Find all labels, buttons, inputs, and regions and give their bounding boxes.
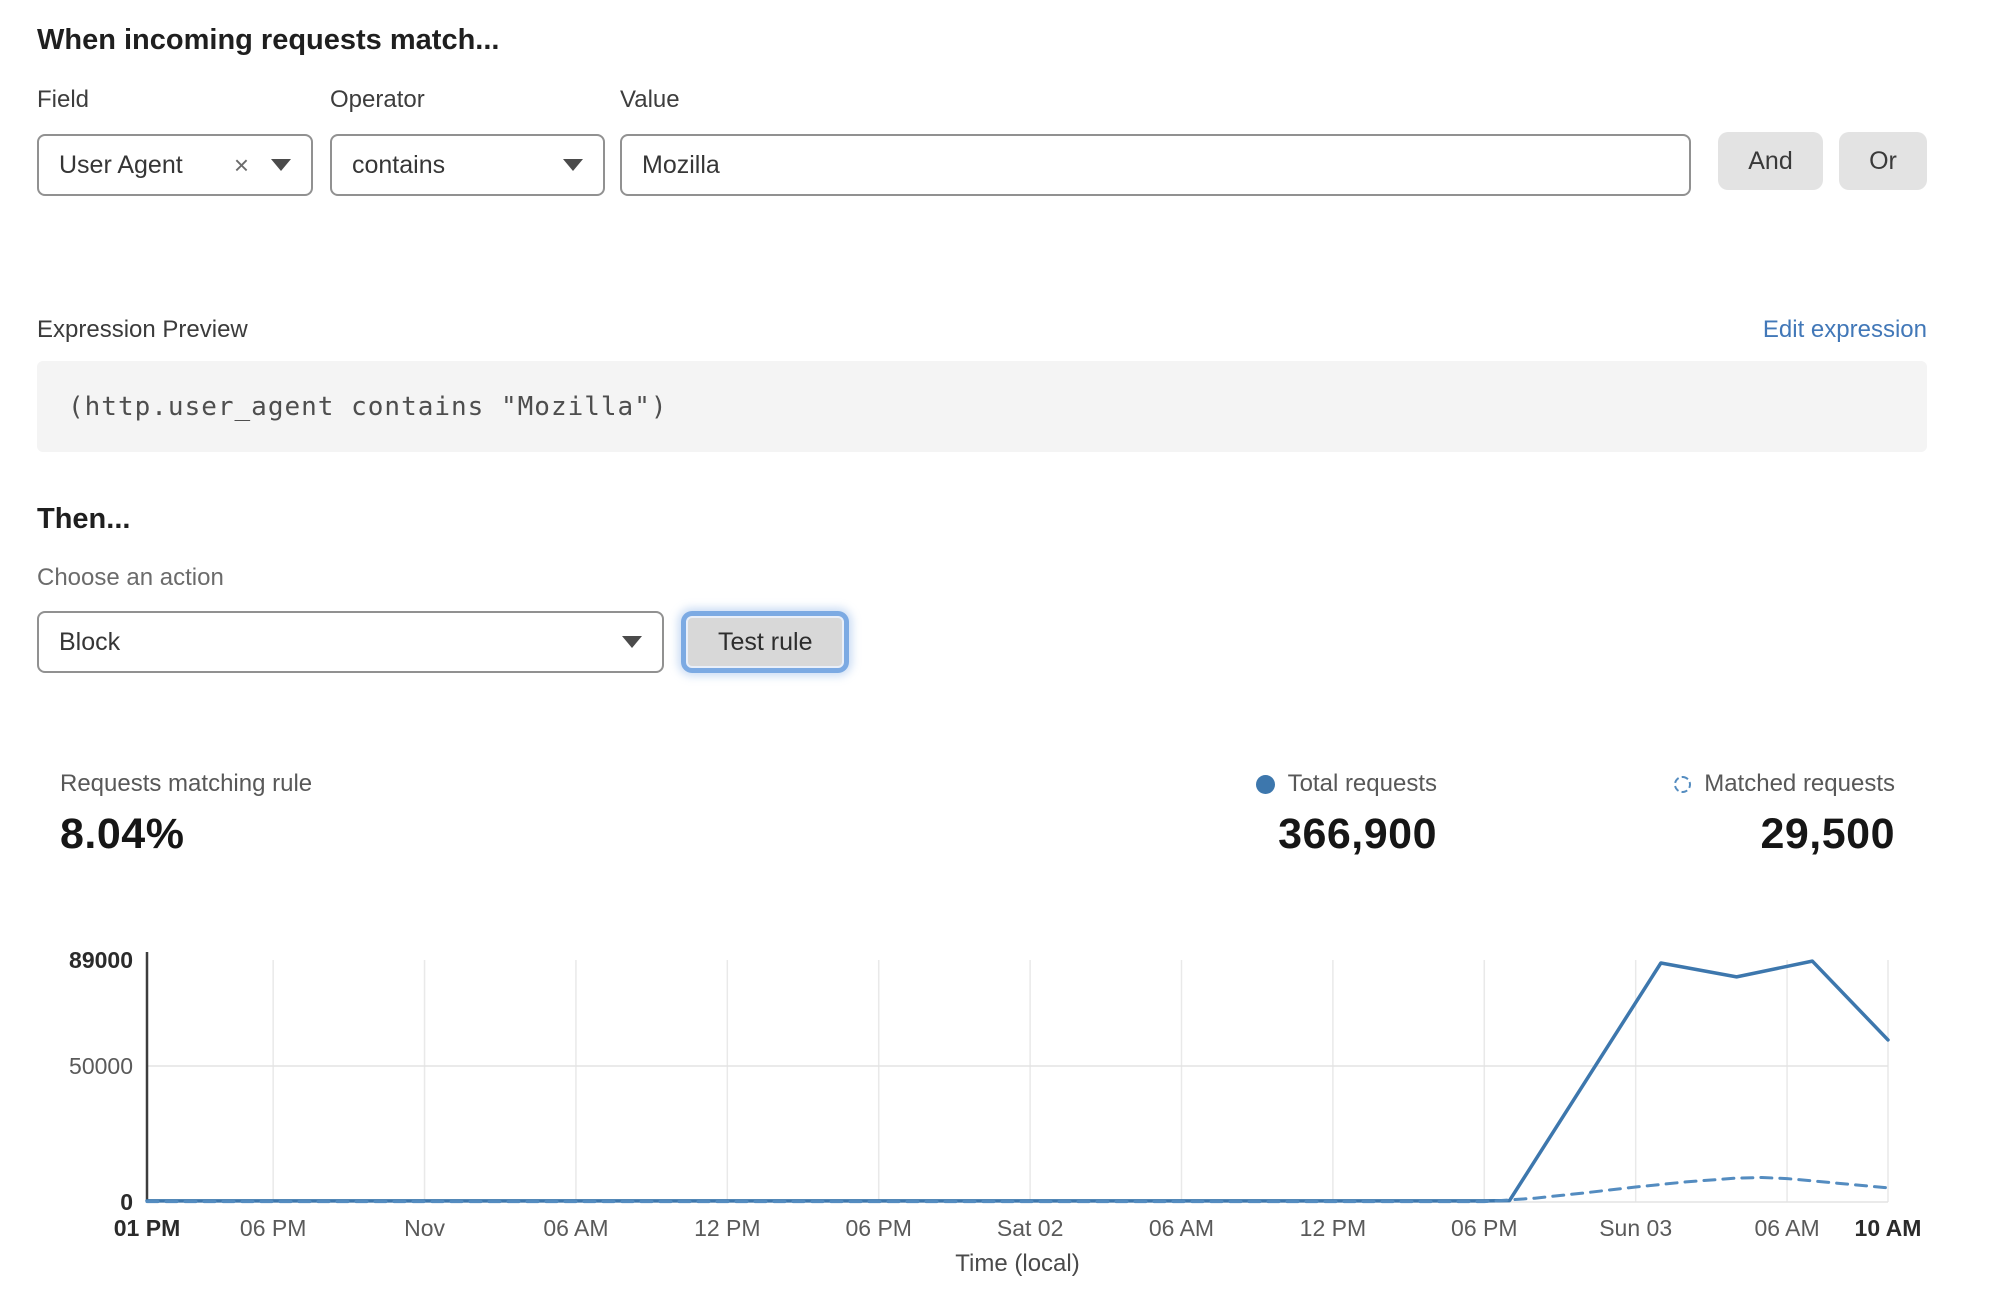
then-title: Then...: [37, 503, 131, 535]
x-tick-label: 12 PM: [1300, 1215, 1366, 1241]
x-tick-label: Sun 03: [1599, 1215, 1672, 1241]
operator-select-value: contains: [352, 150, 446, 179]
x-tick-label: 01 PM: [114, 1215, 180, 1241]
stat-matched-requests: Matched requests 29,500: [1674, 770, 1895, 859]
action-select-value: Block: [59, 627, 121, 656]
total-requests-line: [145, 959, 1890, 1203]
expression-code: (http.user_agent contains "Mozilla"): [68, 391, 668, 422]
value-label: Value: [620, 86, 680, 113]
y-tick-label: 89000: [69, 947, 133, 973]
action-select[interactable]: Block: [37, 611, 664, 673]
requests-matching-value: 8.04%: [60, 810, 185, 858]
stat-total-requests: Total requests 366,900: [1255, 770, 1437, 859]
x-axis-title: Time (local): [955, 1250, 1079, 1277]
x-tick-label: 06 AM: [1754, 1215, 1819, 1241]
x-tick-label: 06 AM: [543, 1215, 608, 1241]
value-group: Value: [620, 86, 1691, 196]
expression-header: Expression Preview Edit expression: [37, 316, 1927, 344]
matched-requests-label: Matched requests: [1704, 770, 1895, 797]
test-rule-button[interactable]: Test rule: [686, 616, 845, 668]
operator-group: Operator contains: [330, 86, 605, 196]
requests-line-chart: 0 50000 89000 01 PM 06 PM Nov 06 AM 12 PM 06 PM S…: [69, 947, 1922, 1277]
operator-select[interactable]: contains: [330, 134, 605, 196]
requests-matching-label: Requests matching rule: [60, 770, 313, 797]
matched-requests-value: 29,500: [1760, 810, 1895, 858]
x-tick-label: Nov: [404, 1215, 445, 1241]
choose-action-label: Choose an action: [37, 564, 224, 591]
or-button[interactable]: Or: [1839, 132, 1927, 190]
x-tick-label: 10 AM: [1855, 1215, 1922, 1241]
field-label: Field: [37, 86, 90, 113]
y-tick-label: 0: [120, 1189, 133, 1215]
chevron-down-icon: [622, 636, 642, 648]
value-input[interactable]: [620, 134, 1691, 196]
field-group: Field User Agent ×: [37, 86, 313, 196]
x-tick-label: 06 AM: [1149, 1215, 1214, 1241]
operator-label: Operator: [330, 86, 425, 113]
expression-preview-box: (http.user_agent contains "Mozilla"): [37, 361, 1927, 452]
matched-requests-line: [145, 1176, 1890, 1204]
expression-preview-label: Expression Preview: [37, 316, 248, 343]
x-tick-label: Sat 02: [997, 1215, 1064, 1241]
rule-builder-row: Field User Agent × Operator contains Val…: [37, 86, 1927, 196]
chevron-down-icon: [563, 159, 583, 171]
and-button[interactable]: And: [1718, 132, 1823, 190]
field-select-value: User Agent: [59, 150, 183, 179]
matched-requests-legend-dashed-circle-icon: [1674, 775, 1692, 793]
page-title: When incoming requests match...: [37, 24, 500, 56]
y-tick-label: 50000: [69, 1053, 133, 1079]
x-tick-label: 06 PM: [1451, 1215, 1517, 1241]
total-requests-legend-dot-icon: [1255, 774, 1275, 794]
total-requests-value: 366,900: [1278, 810, 1437, 858]
action-row: Block Test rule: [37, 611, 845, 673]
chevron-down-icon: [271, 159, 291, 171]
stat-requests-matching: Requests matching rule 8.04%: [60, 770, 312, 859]
x-tick-label: 06 PM: [845, 1215, 911, 1241]
x-tick-label: 12 PM: [694, 1215, 760, 1241]
edit-expression-link[interactable]: Edit expression: [1762, 316, 1927, 343]
x-tick-label: 06 PM: [240, 1215, 306, 1241]
total-requests-label: Total requests: [1287, 770, 1437, 797]
clear-field-icon[interactable]: ×: [233, 150, 249, 180]
field-select[interactable]: User Agent ×: [37, 134, 313, 196]
